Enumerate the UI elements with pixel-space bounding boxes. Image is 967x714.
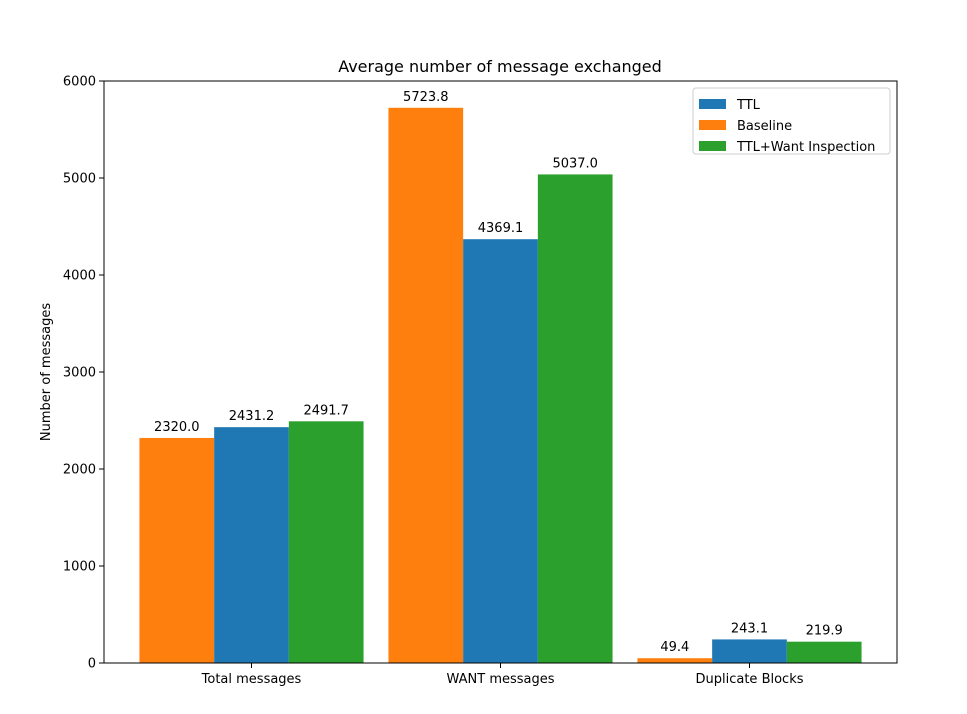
chart-title: Average number of message exchanged — [338, 57, 662, 76]
plot-frame — [103, 80, 898, 664]
data-label: 243.1 — [731, 621, 768, 636]
data-label: 4369.1 — [478, 221, 524, 236]
bar — [388, 107, 464, 664]
legend-label: TTL — [736, 98, 761, 113]
bar — [537, 174, 613, 663]
bar — [288, 421, 364, 663]
bar — [712, 639, 787, 663]
legend-label: Baseline — [737, 119, 792, 134]
x-tick-label: Duplicate Blocks — [696, 672, 804, 687]
y-tick-label: 0 — [88, 657, 96, 672]
x-tick-label: WANT messages — [446, 672, 554, 687]
legend-box — [692, 87, 891, 155]
legend-swatch — [699, 99, 726, 109]
bar — [139, 437, 215, 663]
bar — [786, 641, 862, 663]
x-tick-label: Total messages — [201, 672, 302, 687]
plot-area: 0 1000 2000 3000 4000 5000 6000 2320.0 2431.2 249… — [63, 75, 862, 687]
y-tick-label: 2000 — [63, 463, 96, 478]
data-label: 219.9 — [806, 624, 843, 639]
bar — [214, 427, 289, 663]
y-tick-label: 1000 — [63, 560, 96, 575]
data-label: 5037.0 — [552, 156, 598, 171]
y-axis-label: Number of messages — [39, 303, 54, 441]
bar — [637, 658, 713, 663]
data-label: 5723.8 — [403, 90, 449, 105]
y-tick-label: 6000 — [63, 75, 96, 90]
data-label: 2491.7 — [303, 403, 349, 418]
y-tick-label: 4000 — [63, 269, 96, 284]
y-tick-label: 3000 — [63, 366, 96, 381]
legend-swatch — [699, 141, 726, 151]
legend-label: TTL+Want Inspection — [736, 140, 875, 155]
data-label: 49.4 — [660, 640, 689, 655]
legend: TTL Baseline TTL+Want Inspection — [692, 87, 891, 155]
data-label: 2431.2 — [229, 409, 275, 424]
bar — [463, 239, 538, 663]
y-tick-label: 5000 — [63, 172, 96, 187]
legend-swatch — [699, 120, 726, 130]
data-label: 2320.0 — [154, 420, 200, 435]
